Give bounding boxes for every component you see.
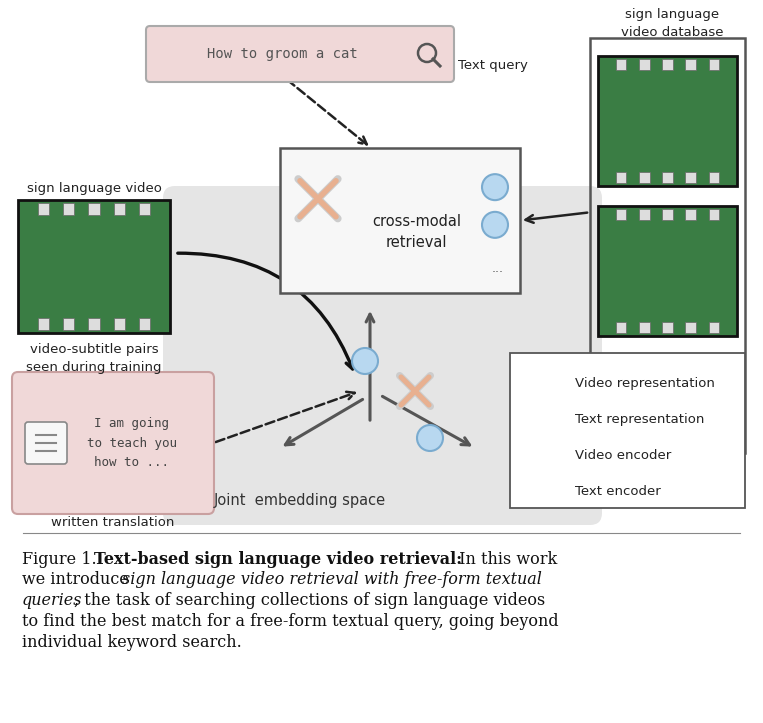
Text: written translation: written translation — [51, 516, 175, 529]
Text: Text-based sign language video retrieval:: Text-based sign language video retrieval… — [94, 551, 462, 568]
Circle shape — [530, 372, 552, 395]
FancyBboxPatch shape — [662, 171, 673, 184]
FancyBboxPatch shape — [662, 59, 673, 70]
FancyBboxPatch shape — [639, 171, 649, 184]
FancyBboxPatch shape — [139, 318, 150, 330]
Circle shape — [482, 174, 508, 200]
FancyBboxPatch shape — [709, 171, 719, 184]
FancyBboxPatch shape — [627, 370, 707, 425]
Circle shape — [417, 425, 443, 451]
Text: sign language video retrieval with free-form textual: sign language video retrieval with free-… — [122, 571, 542, 588]
Text: Text representation: Text representation — [575, 413, 704, 426]
FancyBboxPatch shape — [662, 209, 673, 221]
FancyBboxPatch shape — [89, 318, 100, 330]
Text: Video encoder: Video encoder — [575, 449, 671, 462]
Text: Figure 1.: Figure 1. — [22, 551, 107, 568]
Text: In this work: In this work — [454, 551, 557, 568]
Text: queries: queries — [22, 592, 82, 609]
FancyBboxPatch shape — [616, 209, 626, 221]
FancyBboxPatch shape — [709, 59, 719, 70]
FancyBboxPatch shape — [25, 422, 67, 464]
FancyBboxPatch shape — [616, 171, 626, 184]
Circle shape — [352, 348, 378, 374]
FancyBboxPatch shape — [510, 353, 745, 508]
Ellipse shape — [627, 358, 707, 382]
Text: to find the best match for a free-form textual query, going beyond: to find the best match for a free-form t… — [22, 613, 559, 630]
FancyBboxPatch shape — [639, 59, 649, 70]
FancyBboxPatch shape — [146, 26, 454, 82]
FancyBboxPatch shape — [709, 209, 719, 221]
Text: ...: ... — [492, 262, 504, 275]
FancyBboxPatch shape — [598, 206, 737, 336]
FancyBboxPatch shape — [139, 202, 150, 215]
Text: How to groom a cat: How to groom a cat — [207, 47, 357, 61]
Text: Text query: Text query — [458, 59, 528, 72]
Text: sign language video: sign language video — [27, 182, 162, 195]
FancyBboxPatch shape — [662, 322, 673, 333]
FancyBboxPatch shape — [37, 202, 49, 215]
FancyBboxPatch shape — [616, 59, 626, 70]
Text: cross-modal
retrieval: cross-modal retrieval — [372, 214, 462, 250]
FancyBboxPatch shape — [598, 56, 737, 186]
FancyBboxPatch shape — [709, 322, 719, 333]
FancyBboxPatch shape — [18, 200, 170, 333]
FancyBboxPatch shape — [63, 318, 74, 330]
FancyBboxPatch shape — [685, 209, 696, 221]
FancyBboxPatch shape — [685, 171, 696, 184]
Text: individual keyword search.: individual keyword search. — [22, 634, 242, 651]
Ellipse shape — [627, 413, 707, 437]
FancyBboxPatch shape — [63, 202, 74, 215]
Text: we introduce: we introduce — [22, 571, 134, 588]
FancyBboxPatch shape — [114, 202, 125, 215]
Text: I am going
to teach you
how to ...: I am going to teach you how to ... — [87, 417, 177, 469]
FancyBboxPatch shape — [114, 318, 125, 330]
FancyBboxPatch shape — [37, 318, 49, 330]
FancyBboxPatch shape — [639, 209, 649, 221]
Text: Text encoder: Text encoder — [575, 485, 661, 498]
FancyBboxPatch shape — [163, 186, 602, 525]
FancyBboxPatch shape — [12, 372, 214, 514]
Text: video-subtitle pairs
seen during training: video-subtitle pairs seen during trainin… — [26, 343, 162, 374]
FancyBboxPatch shape — [280, 148, 520, 293]
Text: Joint  embedding space: Joint embedding space — [214, 494, 386, 508]
FancyBboxPatch shape — [685, 59, 696, 70]
Text: ...: ... — [660, 358, 674, 373]
Circle shape — [482, 212, 508, 238]
Text: , the task of searching collections of sign language videos: , the task of searching collections of s… — [74, 592, 546, 609]
FancyBboxPatch shape — [639, 322, 649, 333]
Text: Video representation: Video representation — [575, 377, 715, 390]
FancyBboxPatch shape — [616, 322, 626, 333]
FancyBboxPatch shape — [89, 202, 100, 215]
FancyBboxPatch shape — [685, 322, 696, 333]
Text: sign language
video database: sign language video database — [621, 8, 724, 39]
